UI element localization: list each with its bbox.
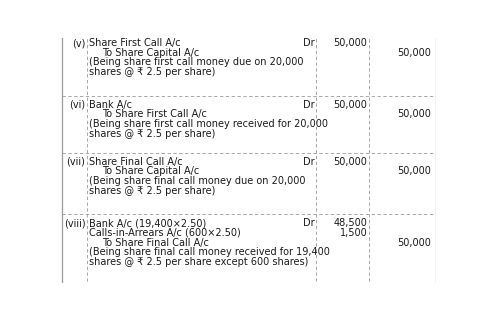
Text: Bank A/c (19,400×2.50): Bank A/c (19,400×2.50) [89,218,206,228]
Text: (v): (v) [72,38,85,48]
Text: To Share Final Call A/c: To Share Final Call A/c [102,238,209,248]
Text: 50,000: 50,000 [333,100,367,110]
Text: (vii): (vii) [66,157,85,167]
Text: 50,000: 50,000 [333,38,367,48]
Text: 48,500: 48,500 [333,218,367,228]
Text: 50,000: 50,000 [333,157,367,167]
Text: Dr: Dr [303,38,315,48]
Text: Share Final Call A/c: Share Final Call A/c [89,157,183,167]
Text: (Being share first call money received for 20,000: (Being share first call money received f… [89,119,328,129]
Text: Dr: Dr [303,218,315,228]
Text: Calls-in-Arrears A/c (600×2.50): Calls-in-Arrears A/c (600×2.50) [89,228,241,238]
Text: To Share Capital A/c: To Share Capital A/c [102,166,199,176]
Text: Bank A/c: Bank A/c [89,100,132,110]
Text: shares @ ₹ 2.5 per share): shares @ ₹ 2.5 per share) [89,67,215,77]
Text: Dr: Dr [303,157,315,167]
Text: Share First Call A/c: Share First Call A/c [89,38,181,48]
Text: (Being share first call money due on 20,000: (Being share first call money due on 20,… [89,58,303,67]
Text: (Being share final call money received for 19,400: (Being share final call money received f… [89,247,330,257]
Text: Dr: Dr [303,100,315,110]
Text: To Share First Call A/c: To Share First Call A/c [102,109,207,119]
Text: (Being share final call money due on 20,000: (Being share final call money due on 20,… [89,176,306,186]
Text: shares @ ₹ 2.5 per share): shares @ ₹ 2.5 per share) [89,129,215,139]
Text: To Share Capital A/c: To Share Capital A/c [102,48,199,58]
Text: 50,000: 50,000 [397,238,431,248]
Text: 1,500: 1,500 [340,228,367,238]
Text: 50,000: 50,000 [397,109,431,119]
Text: (vi): (vi) [69,100,85,110]
Text: shares @ ₹ 2.5 per share): shares @ ₹ 2.5 per share) [89,186,215,196]
Text: shares @ ₹ 2.5 per share except 600 shares): shares @ ₹ 2.5 per share except 600 shar… [89,257,309,267]
Text: (viii): (viii) [64,218,85,228]
Text: 50,000: 50,000 [397,166,431,176]
Text: 50,000: 50,000 [397,48,431,58]
